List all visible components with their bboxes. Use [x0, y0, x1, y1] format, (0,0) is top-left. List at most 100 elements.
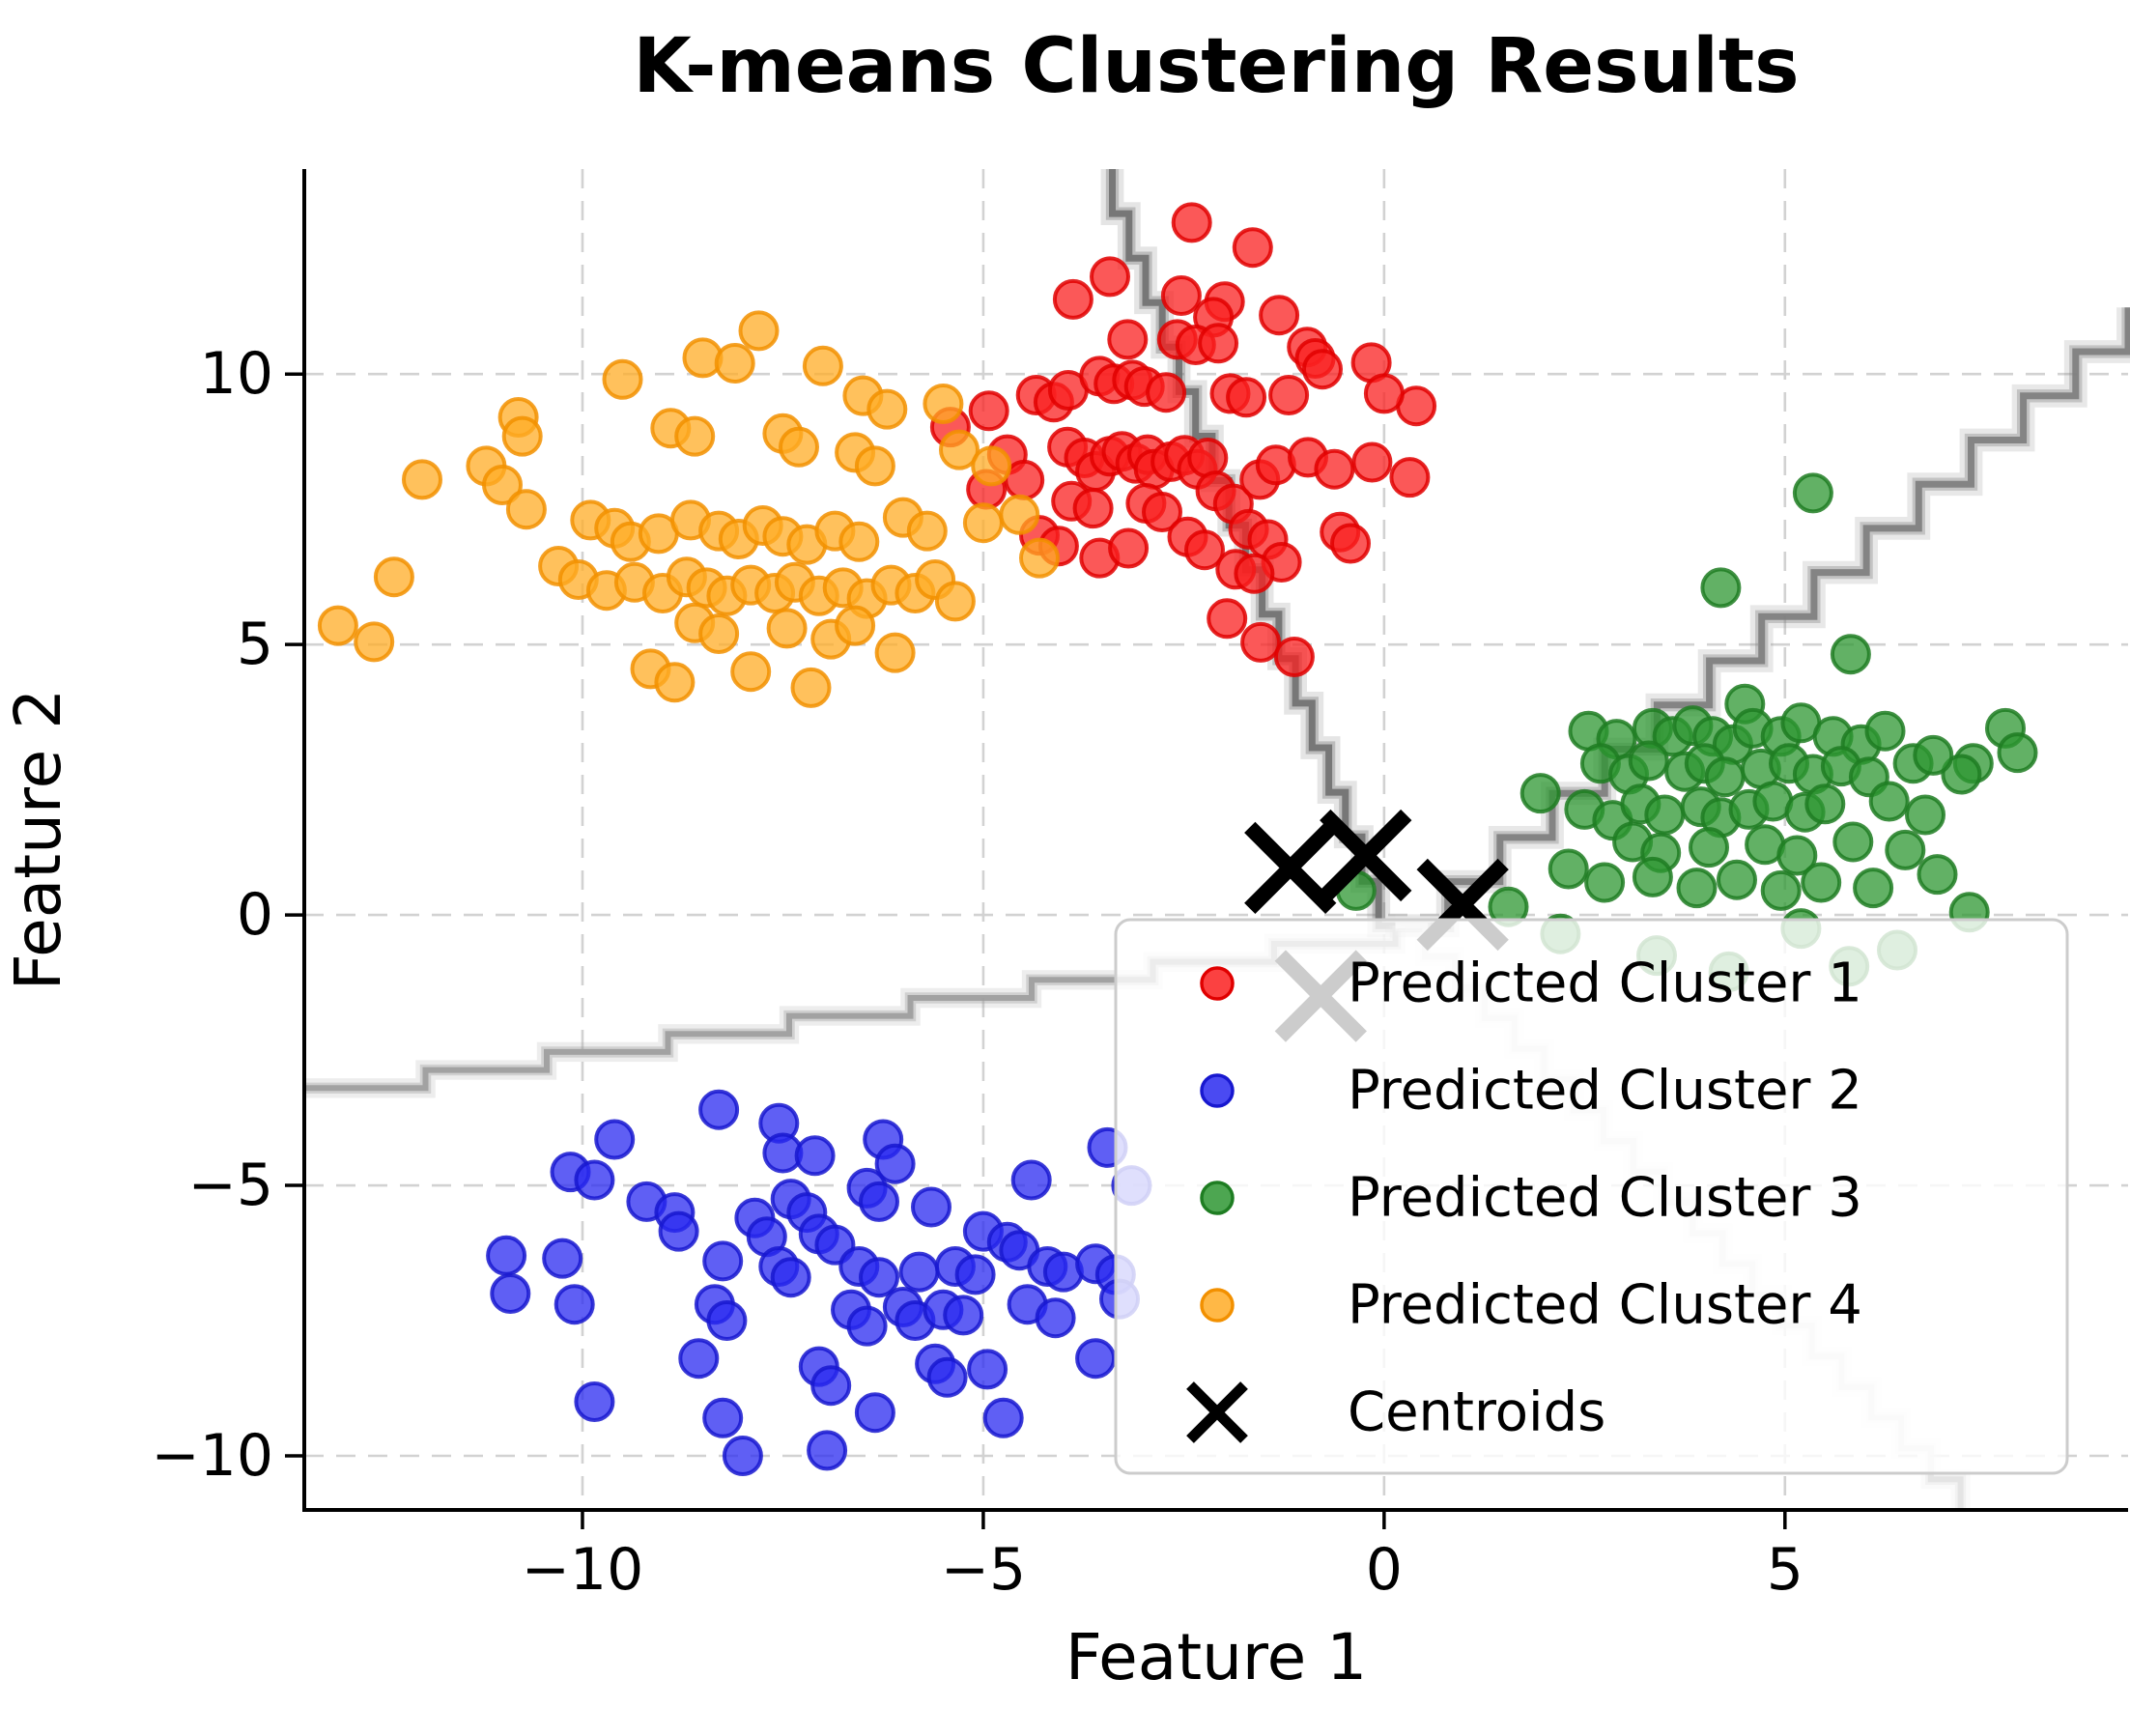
- scatter-point: [1351, 441, 1393, 483]
- scatter-point: [554, 1284, 595, 1325]
- scatter-point: [807, 1430, 848, 1471]
- scatter-point: [702, 1240, 744, 1282]
- scatter-point: [722, 1436, 763, 1476]
- scatter-point: [859, 1181, 899, 1222]
- legend-marker-cluster-2: [1200, 1073, 1235, 1108]
- scatter-point: [1302, 349, 1343, 390]
- scatter-point: [490, 1273, 531, 1314]
- scatter-point: [866, 388, 908, 430]
- scatter-point: [874, 1143, 916, 1184]
- scatter-point: [898, 1251, 940, 1293]
- scatter-point: [1314, 448, 1355, 490]
- scatter-point: [770, 1257, 811, 1298]
- scatter-point: [1171, 202, 1212, 243]
- scatter-point: [486, 1235, 527, 1276]
- scatter-point: [835, 605, 876, 646]
- scatter-point: [674, 415, 716, 457]
- axes-layer: −10 −5 0 5 10 5 0 −5 −10: [151, 169, 2128, 1604]
- x-tick-label: 5: [1767, 1536, 1803, 1604]
- cluster-series-4: [317, 310, 1060, 708]
- scatter-point: [1107, 319, 1149, 360]
- scatter-point: [594, 1119, 636, 1160]
- legend-marker-cluster-4: [1200, 1288, 1235, 1323]
- scatter-point: [1207, 598, 1248, 640]
- scatter-point: [1584, 862, 1626, 903]
- centroid-marker: [1320, 809, 1412, 902]
- scatter-point: [846, 1305, 888, 1347]
- scatter-point: [1259, 295, 1300, 336]
- scatter-point: [714, 343, 755, 384]
- scatter-point: [1268, 375, 1310, 415]
- scatter-point: [971, 445, 1012, 487]
- scatter-point: [1676, 868, 1718, 909]
- scatter-point: [1628, 740, 1669, 782]
- scatter-point: [542, 1238, 583, 1279]
- scatter-point: [1330, 523, 1371, 564]
- scatter-point: [402, 459, 442, 500]
- scatter-point: [939, 429, 980, 470]
- scatter-point: [906, 510, 948, 552]
- scatter-point: [1832, 821, 1874, 863]
- scatter-point: [1917, 854, 1958, 896]
- scatter-point: [1868, 781, 1910, 822]
- scatter-point: [962, 502, 1004, 544]
- scatter-point: [1072, 488, 1114, 529]
- scatter-point: [859, 1257, 899, 1298]
- scatter-point: [1363, 373, 1405, 414]
- scatter-point: [1234, 553, 1275, 594]
- scatter-point: [654, 662, 696, 703]
- legend-marker-cluster-1: [1200, 966, 1235, 1001]
- scatter-point: [954, 1254, 996, 1295]
- scatter-point: [706, 1300, 748, 1341]
- scatter-point: [779, 426, 819, 468]
- scatter-point: [968, 390, 1009, 432]
- scatter-point: [1142, 492, 1182, 532]
- scatter-point: [698, 1089, 740, 1130]
- scatter-point: [730, 651, 772, 693]
- centroid-marker: [1244, 821, 1337, 915]
- scatter-point: [838, 521, 880, 562]
- scatter-point: [926, 1356, 968, 1398]
- scatter-point: [1830, 634, 1871, 675]
- scatter-point: [698, 613, 740, 654]
- scatter-point: [1717, 859, 1757, 900]
- scatter-point: [1689, 827, 1729, 868]
- cluster-series-1: [929, 202, 1437, 677]
- scatter-point: [702, 1397, 744, 1438]
- scatter-point: [943, 1295, 984, 1336]
- scatter-point: [1792, 472, 1833, 514]
- scatter-point: [574, 1381, 615, 1422]
- scatter-point: [874, 632, 916, 673]
- scatter-point: [1801, 862, 1842, 903]
- scatter-point: [1184, 529, 1225, 571]
- scatter-point: [1160, 275, 1202, 316]
- y-tick-label: 0: [237, 881, 273, 949]
- y-tick-label: −5: [188, 1152, 273, 1219]
- scatter-point: [1548, 848, 1589, 890]
- legend: Predicted Cluster 1 Predicted Cluster 2 Pr…: [1114, 918, 2069, 1475]
- scatter-point: [317, 605, 358, 646]
- scatter-point: [1108, 527, 1150, 569]
- scatter-point: [1864, 710, 1906, 752]
- x-tick-label: −5: [941, 1536, 1026, 1604]
- scatter-point: [1997, 732, 2038, 774]
- scatter-point: [810, 1365, 852, 1407]
- scatter-point: [678, 1338, 720, 1380]
- scatter-point: [923, 384, 964, 424]
- y-axis-label: Feature 2: [1, 689, 75, 990]
- y-tick-label: 5: [237, 611, 273, 678]
- scatter-point: [967, 1349, 1008, 1390]
- scatter-point: [802, 345, 843, 386]
- x-axis-label: Feature 1: [1065, 1620, 1367, 1694]
- scatter-point: [1226, 377, 1267, 418]
- scatter-point: [1389, 457, 1431, 498]
- scatter-point: [766, 608, 808, 649]
- scatter-point: [658, 1210, 699, 1252]
- scatter-point: [354, 621, 395, 663]
- scatter-point: [1941, 754, 1982, 795]
- scatter-point: [1010, 1159, 1052, 1201]
- legend-box: [1114, 918, 2069, 1475]
- scatter-point: [482, 465, 523, 505]
